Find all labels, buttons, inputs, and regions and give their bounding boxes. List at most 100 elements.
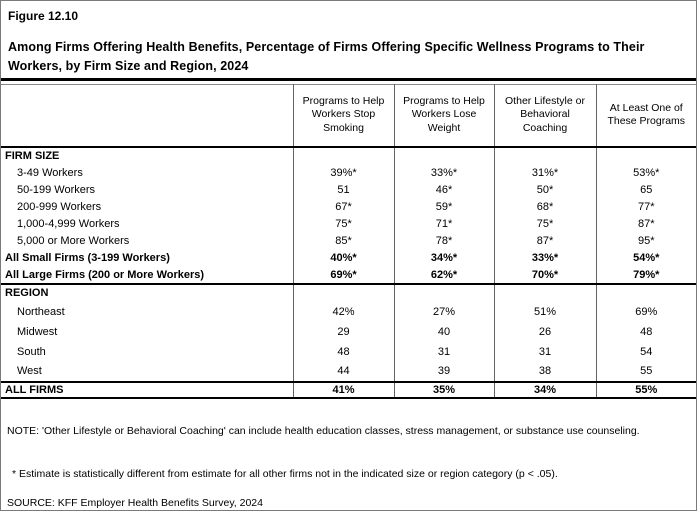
table-row-1000-4999-workers: 1,000-4,999 Workers 75* 71* 75* 87* bbox=[1, 215, 696, 233]
table-cell: 54%* bbox=[595, 249, 696, 267]
row-label: FIRM SIZE bbox=[5, 150, 60, 162]
notes-section: NOTE: 'Other Lifestyle or Behavioral Coa… bbox=[1, 425, 696, 509]
table-row-all-firms: ALL FIRMS 41% 35% 34% 55% bbox=[1, 381, 696, 399]
table-cell: 34% bbox=[493, 381, 596, 399]
table-cell: 51 bbox=[292, 181, 394, 199]
table-cell: 40%* bbox=[292, 249, 394, 267]
table-cell: 39%* bbox=[292, 164, 394, 182]
table-cell: 55% bbox=[595, 381, 696, 399]
row-label: 1,000-4,999 Workers bbox=[17, 218, 120, 230]
table-row-region-section: REGION bbox=[1, 283, 696, 302]
figure-title: Among Firms Offering Health Benefits, Pe… bbox=[8, 40, 645, 73]
table-cell: 69%* bbox=[292, 266, 394, 284]
table-row-5000-or-more-workers: 5,000 or More Workers 85* 78* 87* 95* bbox=[1, 232, 696, 250]
table-cell: 29 bbox=[292, 321, 394, 342]
row-label: All Small Firms (3-199 Workers) bbox=[5, 252, 170, 264]
table-cell: 42% bbox=[292, 301, 394, 322]
table-row-midwest: Midwest 29 40 26 48 bbox=[1, 321, 696, 342]
table-cell bbox=[493, 146, 596, 165]
table-cell: 39 bbox=[393, 361, 494, 382]
source-text: SOURCE: KFF Employer Health Benefits Sur… bbox=[7, 496, 263, 509]
column-header-lose-weight: Programs to Help Workers Lose Weight bbox=[393, 84, 494, 147]
table-cell: 31 bbox=[393, 341, 494, 362]
row-label: South bbox=[17, 345, 46, 358]
table-cell: 27% bbox=[393, 301, 494, 322]
table-cell bbox=[595, 283, 696, 302]
column-header-at-least-one: At Least One of These Programs bbox=[595, 84, 696, 147]
table-cell bbox=[292, 146, 394, 165]
table-cell: 85* bbox=[292, 232, 394, 250]
table-row-200-999-workers: 200-999 Workers 67* 59* 68* 77* bbox=[1, 198, 696, 216]
table-cell: 31%* bbox=[493, 164, 596, 182]
table-cell: 31 bbox=[493, 341, 596, 362]
table-cell: 34%* bbox=[393, 249, 494, 267]
table-cell: 54 bbox=[595, 341, 696, 362]
table-row-west: West 44 39 38 55 bbox=[1, 361, 696, 382]
table-row-3-49-workers: 3-49 Workers 39%* 33%* 31%* 53%* bbox=[1, 164, 696, 182]
row-label: 3-49 Workers bbox=[17, 167, 83, 179]
table-cell: 40 bbox=[393, 321, 494, 342]
table-cell: 38 bbox=[493, 361, 596, 382]
table-cell: 51% bbox=[493, 301, 596, 322]
table-cell: 77* bbox=[595, 198, 696, 216]
table-row-all-small-firms: All Small Firms (3-199 Workers) 40%* 34%… bbox=[1, 249, 696, 267]
table-cell: 67* bbox=[292, 198, 394, 216]
table-cell: 53%* bbox=[595, 164, 696, 182]
table-cell: 69% bbox=[595, 301, 696, 322]
table-cell: 62%* bbox=[393, 266, 494, 284]
table-cell: 41% bbox=[292, 381, 394, 399]
table-row-50-199-workers: 50-199 Workers 51 46* 50* 65 bbox=[1, 181, 696, 199]
table-cell: 48 bbox=[595, 321, 696, 342]
table-cell: 46* bbox=[393, 181, 494, 199]
table-cell: 26 bbox=[493, 321, 596, 342]
table-cell bbox=[595, 146, 696, 165]
table-cell: 33%* bbox=[393, 164, 494, 182]
column-header-behavioral-coaching: Other Lifestyle or Behavioral Coaching bbox=[493, 84, 596, 147]
table-cell: 75* bbox=[493, 215, 596, 233]
table-row-northeast: Northeast 42% 27% 51% 69% bbox=[1, 301, 696, 322]
row-label: 50-199 Workers bbox=[17, 184, 96, 196]
table-cell: 87* bbox=[493, 232, 596, 250]
table-cell: 33%* bbox=[493, 249, 596, 267]
table-cell: 50* bbox=[493, 181, 596, 199]
table-row-south: South 48 31 31 54 bbox=[1, 341, 696, 362]
figure-number: Figure 12.10 bbox=[8, 9, 79, 23]
row-label: Midwest bbox=[17, 325, 58, 338]
table-cell: 65 bbox=[595, 181, 696, 199]
header-row: Programs to Help Workers Stop Smoking Pr… bbox=[1, 84, 696, 147]
table-cell: 71* bbox=[393, 215, 494, 233]
wellness-programs-table: Programs to Help Workers Stop Smoking Pr… bbox=[1, 84, 696, 399]
row-label-header bbox=[1, 85, 293, 147]
table-cell: 44 bbox=[292, 361, 394, 382]
table-cell: 68* bbox=[493, 198, 596, 216]
table-cell bbox=[393, 146, 494, 165]
table-cell: 35% bbox=[393, 381, 494, 399]
note-text: NOTE: 'Other Lifestyle or Behavioral Coa… bbox=[7, 424, 640, 437]
table-cell: 87* bbox=[595, 215, 696, 233]
row-label: Northeast bbox=[17, 305, 65, 318]
title-divider-rule bbox=[1, 78, 696, 81]
table-cell: 48 bbox=[292, 341, 394, 362]
title-block: Figure 12.10 Among Firms Offering Health… bbox=[1, 1, 696, 73]
table-cell: 78* bbox=[393, 232, 494, 250]
row-label: ALL FIRMS bbox=[1, 381, 293, 399]
row-label: 200-999 Workers bbox=[17, 201, 102, 213]
table-cell bbox=[292, 283, 394, 302]
table-cell: 95* bbox=[595, 232, 696, 250]
table-cell: 70%* bbox=[493, 266, 596, 284]
asterisk-note-text: * Estimate is statistically different fr… bbox=[12, 467, 558, 480]
table-cell: 79%* bbox=[595, 266, 696, 284]
column-header-stop-smoking: Programs to Help Workers Stop Smoking bbox=[292, 84, 394, 147]
table-cell: 59* bbox=[393, 198, 494, 216]
table-row-firm-size-section: FIRM SIZE bbox=[1, 146, 696, 165]
row-label: West bbox=[17, 365, 42, 377]
row-label: All Large Firms (200 or More Workers) bbox=[5, 268, 205, 281]
table-row-all-large-firms: All Large Firms (200 or More Workers) 69… bbox=[1, 266, 696, 284]
row-label: REGION bbox=[5, 287, 49, 299]
row-label: 5,000 or More Workers bbox=[17, 235, 130, 247]
table-cell bbox=[393, 283, 494, 302]
table-cell bbox=[493, 283, 596, 302]
table-cell: 55 bbox=[595, 361, 696, 382]
table-cell: 75* bbox=[292, 215, 394, 233]
